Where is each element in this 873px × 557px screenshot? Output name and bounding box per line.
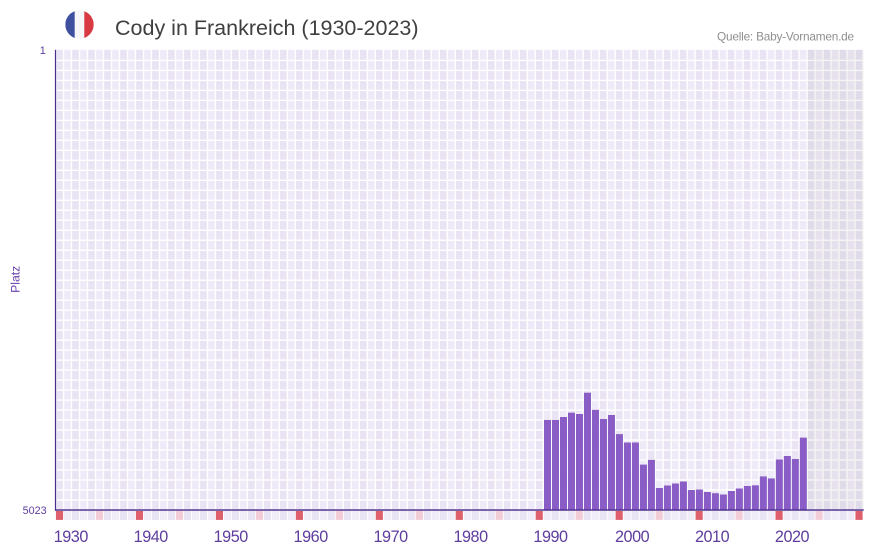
svg-text:5023: 5023 [23,505,47,517]
svg-text:1970: 1970 [374,528,409,546]
svg-text:Cody in Frankreich (1930-2023): Cody in Frankreich (1930-2023) [115,16,419,40]
svg-text:1940: 1940 [134,528,169,546]
svg-text:1990: 1990 [533,528,568,546]
svg-text:2010: 2010 [695,528,730,546]
svg-text:1960: 1960 [294,528,329,546]
svg-text:Platz: Platz [8,266,22,293]
svg-text:2000: 2000 [615,528,650,546]
svg-text:Quelle: Baby-Vornamen.de: Quelle: Baby-Vornamen.de [717,29,854,43]
svg-text:1930: 1930 [54,528,89,546]
svg-text:1950: 1950 [214,528,249,546]
svg-text:1980: 1980 [453,528,488,546]
svg-text:1: 1 [40,45,46,57]
svg-text:2020: 2020 [775,528,810,546]
